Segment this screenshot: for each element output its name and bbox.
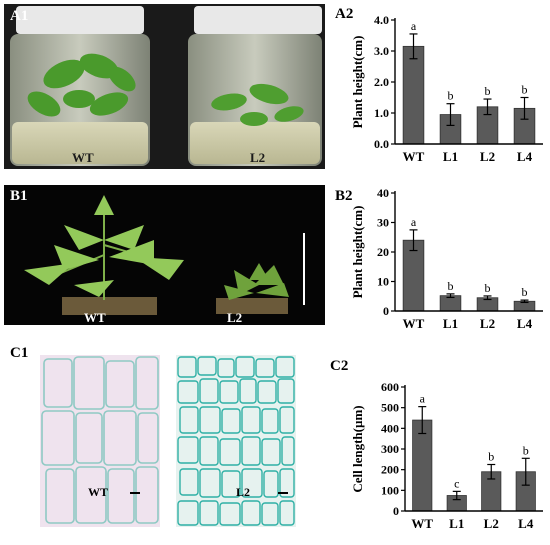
x-tick-label: L2 (480, 149, 495, 164)
a1-l2-label: L2 (250, 150, 266, 165)
significance-letter: c (454, 476, 459, 490)
significance-letter: a (411, 19, 417, 33)
cell-illustration-l2 (177, 356, 295, 526)
chart-c2: 0 100 200 300 400 500 600 a WT c L1 b L2 b L4 Cell leng… (350, 380, 543, 531)
significance-letter: a (411, 215, 417, 229)
micrograph-wt: WT (40, 355, 160, 527)
x-tick-label: L4 (517, 149, 533, 164)
panel-label-a2: A2 (335, 6, 354, 22)
y-tick-label: 20 (377, 245, 389, 259)
significance-letter: b (488, 450, 494, 464)
y-tick-label: 600 (381, 380, 399, 394)
y-tick-label: 0 (383, 304, 389, 318)
a1-wt-label: WT (72, 150, 94, 165)
panel-label-c2: C2 (330, 358, 349, 374)
significance-letter: b (448, 89, 454, 103)
panel-label-a1: A1 (10, 8, 29, 24)
plant-illustration-b1 (24, 195, 305, 315)
y-tick-label: 500 (381, 401, 399, 415)
y-tick-label: 30 (377, 216, 389, 230)
significance-letter: b (522, 83, 528, 97)
y-axis-label: Plant height(cm) (350, 36, 365, 129)
chart-b2: 0 10 20 30 40 a WT b L1 b L2 b L4 Plant height(cm) (350, 186, 543, 331)
significance-letter: b (448, 279, 454, 293)
y-tick-label: 300 (381, 442, 399, 456)
y-tick-label: 1.0 (374, 106, 389, 120)
c1-wt-label: WT (88, 485, 109, 499)
y-tick-label: 0 (393, 504, 399, 518)
significance-letter: a (420, 392, 426, 406)
b1-wt-label: WT (84, 310, 106, 325)
x-tick-label: L1 (449, 516, 464, 531)
x-tick-label: L4 (518, 516, 534, 531)
bar-wt (402, 45, 425, 145)
cell-illustration-wt (41, 356, 159, 524)
y-tick-label: 400 (381, 421, 399, 435)
y-tick-label: 2.0 (374, 75, 389, 89)
micrograph-l2: L2 (176, 355, 296, 527)
jar-illustration-a1 (10, 6, 322, 166)
x-tick-label: L2 (484, 516, 499, 531)
y-tick-label: 200 (381, 463, 399, 477)
significance-letter: b (485, 281, 491, 295)
significance-letter: b (485, 84, 491, 98)
x-tick-label: L1 (443, 316, 458, 331)
y-tick-label: 0.0 (374, 137, 389, 151)
significance-letter: b (522, 285, 528, 299)
photo-a1: WT L2 (4, 4, 325, 169)
y-tick-label: 3.0 (374, 44, 389, 58)
x-tick-label: L1 (443, 149, 458, 164)
y-axis-label: Cell length(µm) (350, 405, 365, 492)
y-axis-label: Plant height(cm) (350, 206, 365, 299)
y-tick-label: 10 (377, 275, 389, 289)
x-tick-label: WT (403, 316, 425, 331)
panel-label-b2: B2 (335, 188, 353, 204)
photo-b1: WT L2 (4, 185, 325, 325)
x-tick-label: WT (411, 516, 433, 531)
b1-l2-label: L2 (227, 310, 243, 325)
y-tick-label: 100 (381, 483, 399, 497)
chart-a2: 0.0 1.0 2.0 3.0 4.0 a WT b L1 b L2 b L4 Plant height(… (350, 13, 543, 164)
significance-letter: b (523, 443, 529, 457)
x-tick-label: L4 (517, 316, 533, 331)
panel-label-b1: B1 (10, 188, 28, 204)
x-tick-label: L2 (480, 316, 495, 331)
y-tick-label: 4.0 (374, 13, 389, 27)
c1-l2-label: L2 (236, 485, 251, 499)
panel-label-c1: C1 (10, 345, 29, 361)
y-tick-label: 40 (377, 186, 389, 200)
x-tick-label: WT (403, 149, 425, 164)
